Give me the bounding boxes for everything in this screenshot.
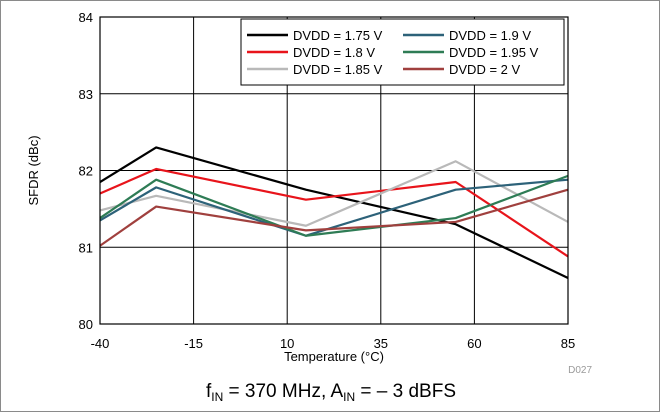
figure-id: D027 — [568, 365, 592, 376]
legend-label: DVDD = 1.85 V — [293, 62, 383, 77]
legend-label: DVDD = 1.9 V — [449, 28, 531, 43]
x-tick-label: -40 — [91, 336, 110, 351]
x-axis-label: Temperature (°C) — [284, 349, 384, 364]
legend-label: DVDD = 1.75 V — [293, 28, 383, 43]
y-tick-label: 81 — [79, 240, 93, 255]
test-conditions-caption: fIN = 370 MHz, AIN = – 3 dBFS — [0, 381, 662, 404]
x-tick-label: 60 — [467, 336, 481, 351]
y-tick-label: 83 — [79, 87, 93, 102]
y-axis-label: SFDR (dBc) — [26, 135, 41, 205]
legend-label: DVDD = 1.95 V — [449, 45, 539, 60]
y-tick-label: 82 — [79, 164, 93, 179]
legend: DVDD = 1.75 V DVDD = 1.8 V DVDD = 1.85 V DV… — [241, 19, 564, 85]
y-tick-label: 84 — [79, 10, 93, 25]
legend-label: DVDD = 2 V — [449, 62, 520, 77]
legend-label: DVDD = 1.8 V — [293, 45, 375, 60]
y-tick-label: 80 — [79, 317, 93, 332]
x-tick-label: -15 — [184, 336, 203, 351]
x-tick-label: 85 — [561, 336, 575, 351]
